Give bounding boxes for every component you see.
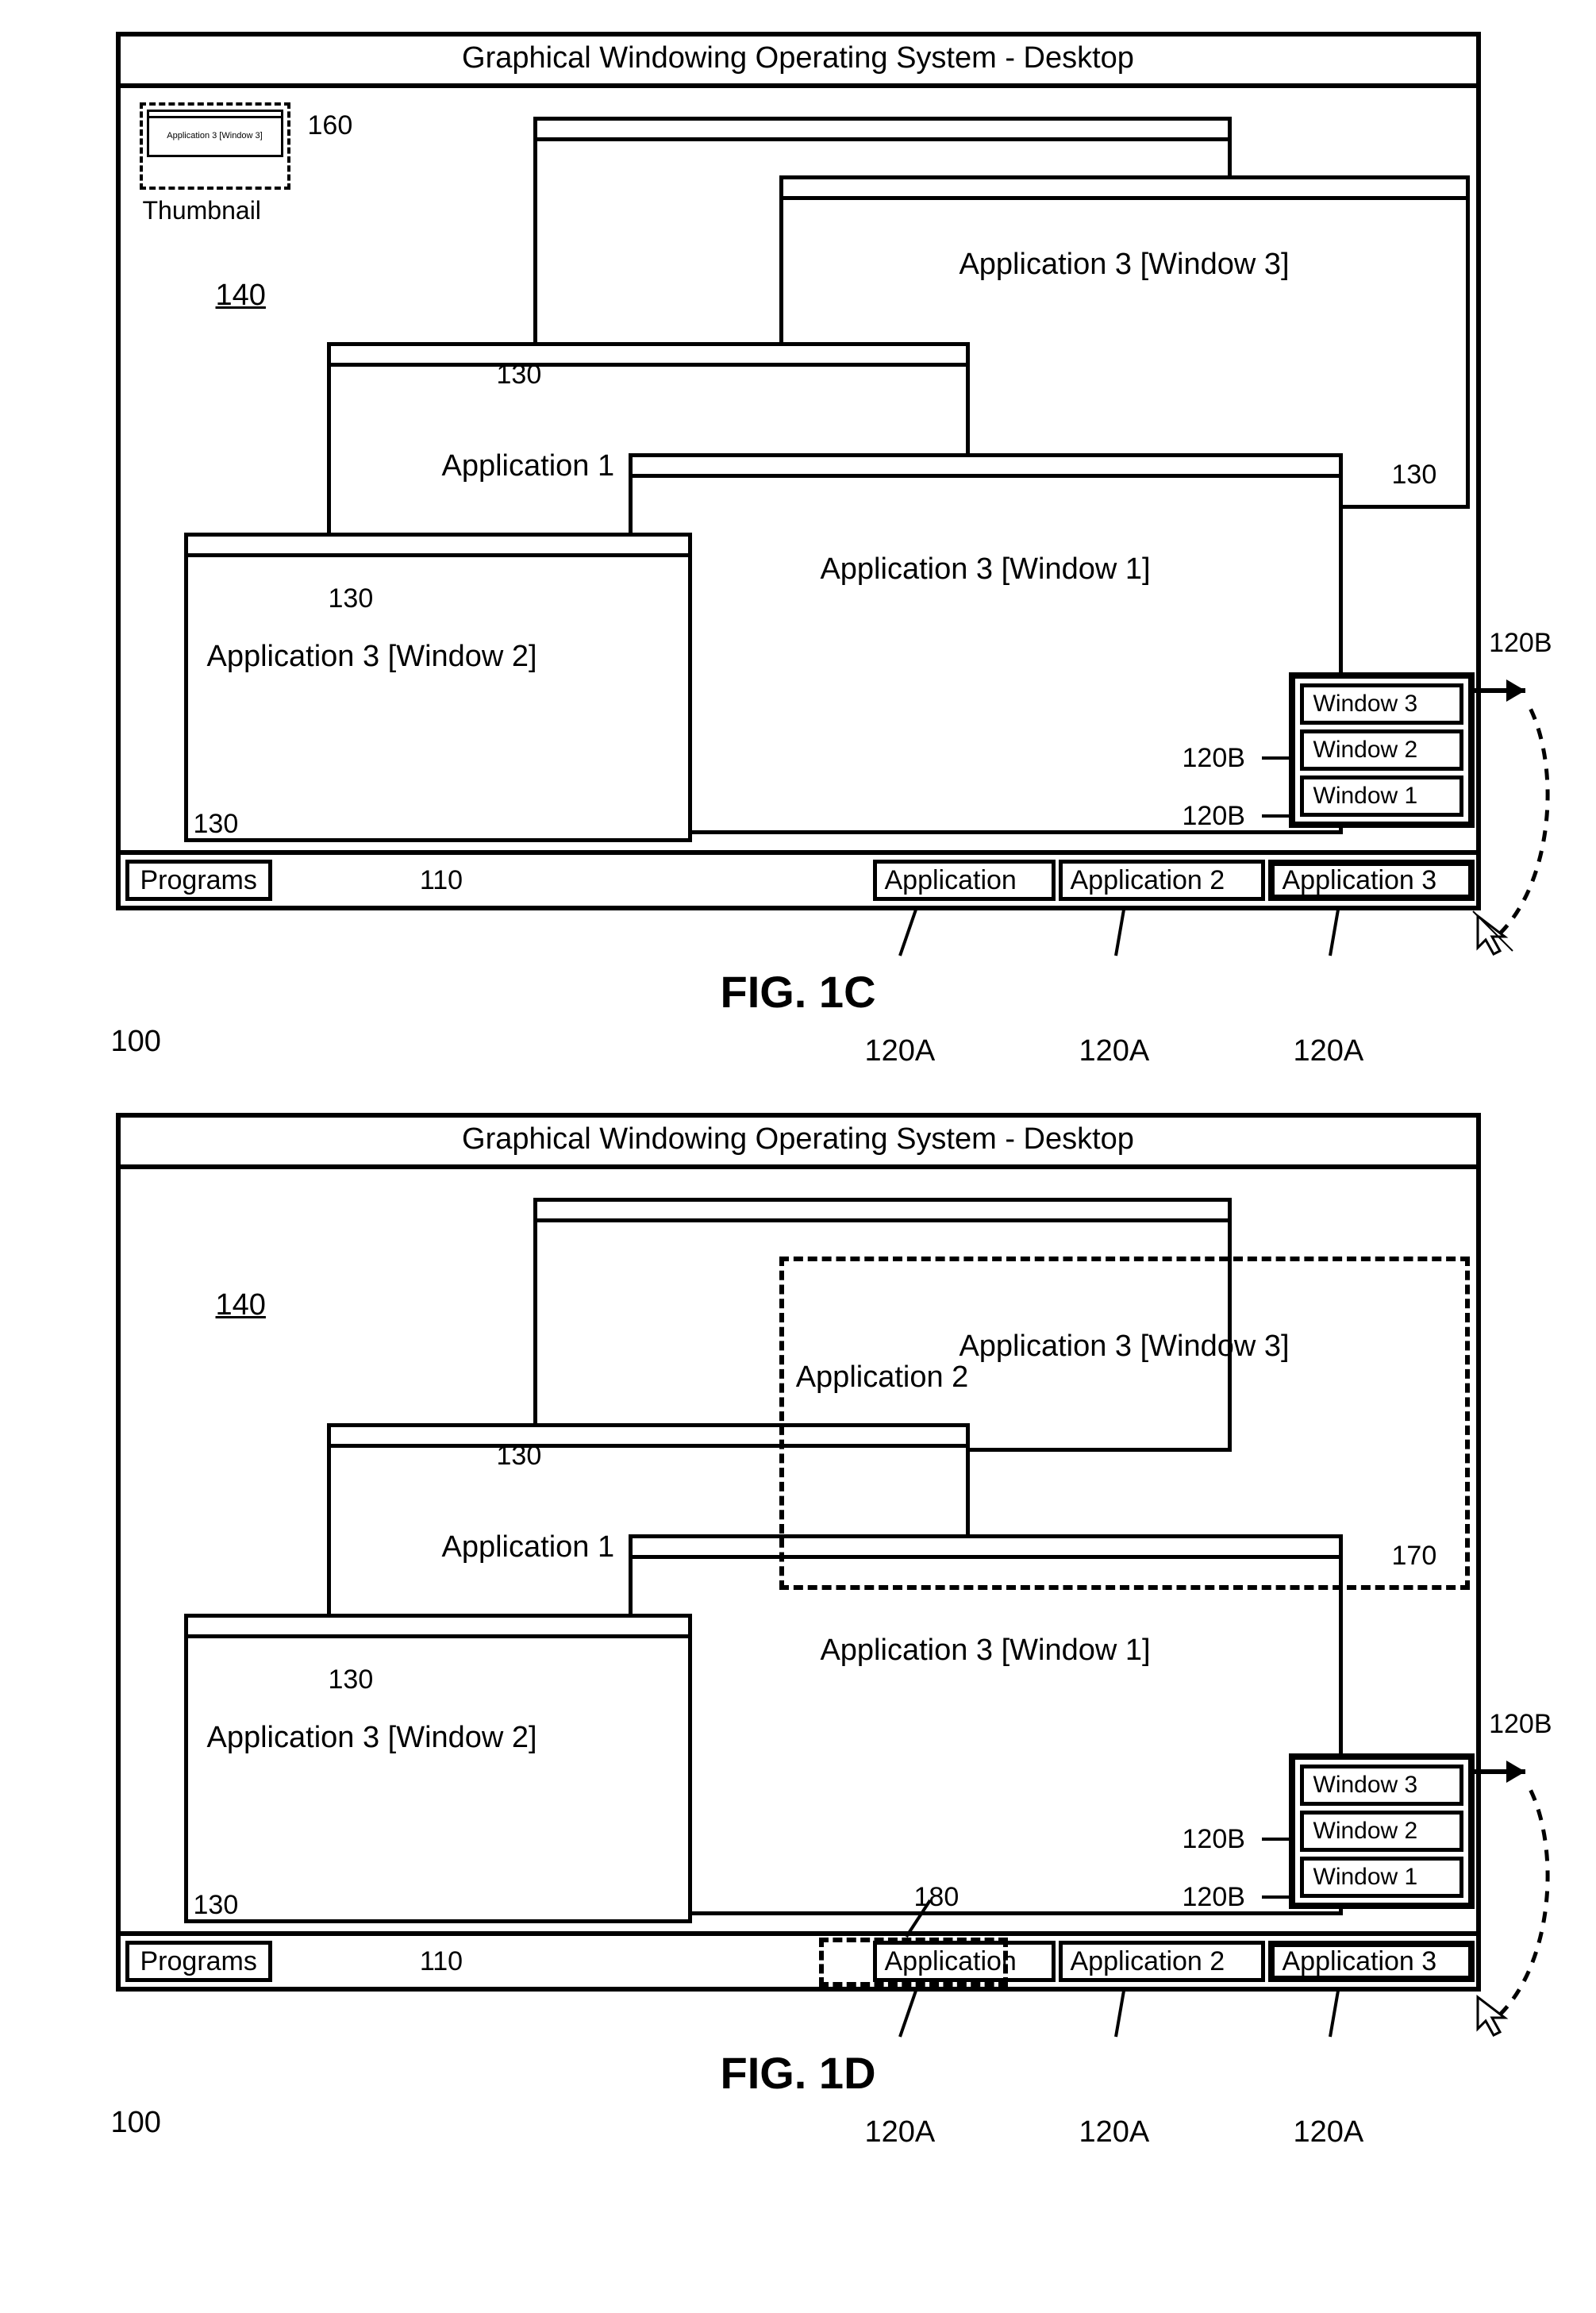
ref-120b: 120B bbox=[1183, 1824, 1245, 1855]
taskbar-btn-label: Application 2 bbox=[1071, 1946, 1225, 1977]
figure-caption: FIG. 1D bbox=[116, 2047, 1481, 2099]
taskbar-btn-app3[interactable]: Application 3 bbox=[1268, 860, 1475, 901]
taskbar-btn-app2[interactable]: Application 2 bbox=[1059, 860, 1265, 901]
ref-120b: 120B bbox=[1183, 801, 1245, 832]
ref-160: 160 bbox=[308, 110, 353, 141]
taskbar-btn-label: Application bbox=[885, 865, 1017, 896]
ref-120b: 120B bbox=[1489, 628, 1552, 659]
taskbar-ref-110: 110 bbox=[277, 1936, 871, 1987]
popup-item-window1[interactable]: Window 1 bbox=[1300, 1857, 1463, 1898]
figure-1c: Graphical Windowing Operating System - D… bbox=[116, 32, 1481, 1018]
popup-item-window2[interactable]: Window 2 bbox=[1300, 729, 1463, 771]
desktop-titlebar: Graphical Windowing Operating System - D… bbox=[121, 1118, 1476, 1169]
ref-100: 100 bbox=[111, 2106, 161, 2140]
ref-110: 110 bbox=[420, 865, 463, 896]
ref-130: 130 bbox=[497, 1441, 542, 1472]
ref-130: 130 bbox=[497, 360, 542, 391]
window-list-popup: Window 3 Window 2 Window 1 bbox=[1289, 1753, 1475, 1909]
desktop-canvas: 140 Application 2 Application 1 130 Appl… bbox=[121, 1169, 1476, 1931]
window-label: Application 3 [Window 3] bbox=[959, 248, 1289, 282]
programs-button[interactable]: Programs bbox=[125, 860, 272, 901]
window-app3w1[interactable]: Application 3 [Window 1] bbox=[629, 1534, 1343, 1915]
programs-label: Programs bbox=[140, 1946, 257, 1977]
taskbar: Programs 110 Application Application 2 A… bbox=[121, 1931, 1476, 1987]
patent-page: Graphical Windowing Operating System - D… bbox=[32, 32, 1564, 2099]
ref-130: 130 bbox=[329, 1665, 374, 1695]
ref-100: 100 bbox=[111, 1025, 161, 1059]
ref-120b: 120B bbox=[1489, 1709, 1552, 1740]
ghost-window-label: Application 3 [Window 3] bbox=[959, 1330, 1289, 1364]
ref-140: 140 bbox=[216, 1288, 266, 1322]
ref-120a: 120A bbox=[1079, 2115, 1150, 2149]
ref-130: 130 bbox=[194, 1890, 239, 1921]
taskbar-btn-app2[interactable]: Application 2 bbox=[1059, 1941, 1265, 1982]
ref-170: 170 bbox=[1392, 1541, 1437, 1572]
desktop-title: Graphical Windowing Operating System - D… bbox=[462, 41, 1134, 75]
taskbar-btn-label: Application 3 bbox=[1283, 865, 1437, 896]
lead-line bbox=[1262, 814, 1289, 818]
ref-120a: 120A bbox=[1294, 1034, 1364, 1068]
ref-130: 130 bbox=[1392, 460, 1437, 491]
ghost-taskbtn-180 bbox=[819, 1938, 1008, 1987]
window-label: Application 3 [Window 2] bbox=[207, 640, 537, 674]
ref-110: 110 bbox=[420, 1946, 463, 1977]
thumbnail-text: Application 3 [Window 3] bbox=[149, 118, 281, 155]
ghost-window-170: Application 3 [Window 3] bbox=[779, 1257, 1470, 1590]
lead-line bbox=[1262, 1895, 1289, 1899]
popup-item-window2[interactable]: Window 2 bbox=[1300, 1811, 1463, 1852]
ref-130: 130 bbox=[194, 809, 239, 840]
desktop-frame: Graphical Windowing Operating System - D… bbox=[116, 32, 1481, 910]
figure-1d: Graphical Windowing Operating System - D… bbox=[116, 1113, 1481, 2099]
ref-120a: 120A bbox=[865, 2115, 936, 2149]
ref-120a: 120A bbox=[865, 1034, 936, 1068]
taskbar: Programs 110 Application Application 2 A… bbox=[121, 850, 1476, 906]
ref-120b: 120B bbox=[1183, 1882, 1245, 1913]
taskbar-btn-app3[interactable]: Application 3 bbox=[1268, 1941, 1475, 1982]
lead-line bbox=[1262, 1838, 1289, 1841]
window-app3w2[interactable]: Application 3 [Window 2] bbox=[184, 1614, 692, 1923]
thumbnail-preview: Application 3 [Window 3] bbox=[147, 110, 283, 157]
window-label: Application 3 [Window 2] bbox=[207, 1721, 537, 1755]
ref-140: 140 bbox=[216, 279, 266, 313]
window-app3w2[interactable]: Application 3 [Window 2] bbox=[184, 533, 692, 842]
figure-caption: FIG. 1C bbox=[116, 966, 1481, 1018]
taskbar-btn-label: Application 2 bbox=[1071, 865, 1225, 896]
desktop-title: Graphical Windowing Operating System - D… bbox=[462, 1122, 1134, 1156]
programs-label: Programs bbox=[140, 865, 257, 896]
thumbnail-caption: Thumbnail bbox=[143, 196, 261, 225]
window-label: Application 3 [Window 1] bbox=[820, 552, 1150, 587]
programs-button[interactable]: Programs bbox=[125, 1941, 272, 1982]
desktop-frame: Graphical Windowing Operating System - D… bbox=[116, 1113, 1481, 1992]
popup-item-window3[interactable]: Window 3 bbox=[1300, 683, 1463, 725]
window-label: Application 3 [Window 1] bbox=[820, 1634, 1150, 1668]
desktop-canvas: Application 3 [Window 3] 160 Thumbnail 1… bbox=[121, 88, 1476, 850]
taskbar-ref-110: 110 bbox=[277, 855, 871, 906]
window-app3w1[interactable]: Application 3 [Window 1] bbox=[629, 453, 1343, 834]
popup-item-window1[interactable]: Window 1 bbox=[1300, 775, 1463, 817]
taskbar-btn-app1[interactable]: Application bbox=[873, 860, 1056, 901]
taskbar-btn-label: Application 3 bbox=[1283, 1946, 1437, 1977]
window-list-popup: Window 3 Window 2 Window 1 bbox=[1289, 672, 1475, 828]
ref-120b: 120B bbox=[1183, 743, 1245, 774]
thumbnail: Application 3 [Window 3] bbox=[140, 102, 290, 190]
ref-130: 130 bbox=[329, 583, 374, 614]
window-label: Application 1 bbox=[442, 1530, 615, 1564]
ref-180: 180 bbox=[914, 1882, 960, 1913]
ref-120a: 120A bbox=[1294, 2115, 1364, 2149]
lead-line bbox=[1262, 756, 1289, 760]
popup-item-window3[interactable]: Window 3 bbox=[1300, 1765, 1463, 1806]
ref-120a: 120A bbox=[1079, 1034, 1150, 1068]
window-label: Application 1 bbox=[442, 449, 615, 483]
desktop-titlebar: Graphical Windowing Operating System - D… bbox=[121, 37, 1476, 88]
